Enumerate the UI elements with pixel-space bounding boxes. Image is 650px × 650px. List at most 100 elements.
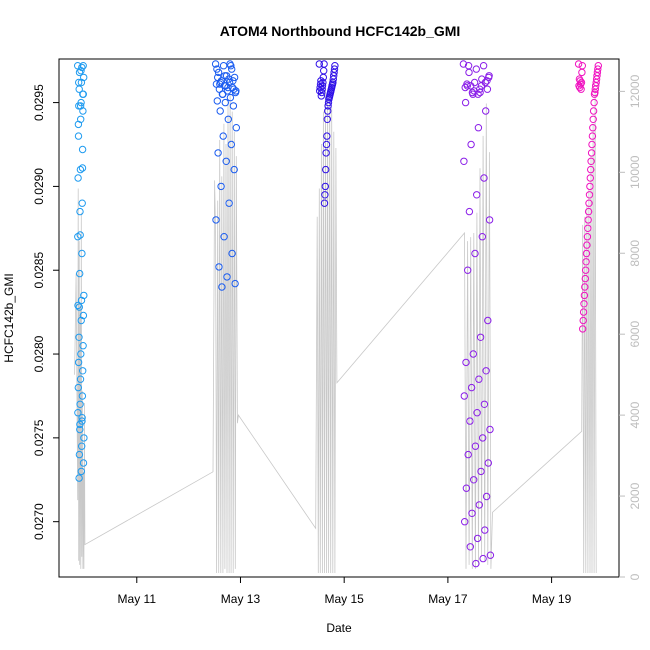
data-point [226, 93, 235, 102]
data-point [472, 65, 480, 73]
data-point [582, 266, 590, 274]
data-point [476, 333, 485, 341]
data-point [588, 132, 597, 140]
data-point [579, 325, 587, 333]
data-point [586, 174, 594, 182]
data-point [317, 92, 325, 100]
data-point [79, 311, 88, 320]
data-point [473, 191, 481, 199]
data-point [584, 207, 593, 216]
data-point [227, 61, 235, 70]
data-point [460, 392, 468, 400]
data-point [465, 207, 474, 216]
data-point [77, 350, 85, 358]
data-point [464, 450, 472, 459]
data-point [74, 383, 83, 392]
data-point [484, 316, 492, 325]
data-point [217, 182, 225, 191]
data-point [79, 367, 87, 375]
data-point [78, 392, 87, 400]
data-point [322, 165, 330, 174]
data-point [228, 65, 236, 73]
data-point [76, 207, 84, 216]
data-point [219, 61, 228, 70]
data-point [324, 98, 333, 107]
right-axis: 0 2000 4000 6000 8000 10000 12000 [619, 74, 642, 580]
data-point [320, 60, 328, 68]
y-tick-label: 0.0290 [32, 168, 46, 205]
data-point [76, 102, 85, 110]
data-point [211, 60, 220, 68]
x-axis: May 11 May 13 May 15 May 17 May 19 [118, 576, 572, 606]
data-point [77, 467, 86, 476]
data-point [231, 279, 239, 288]
x-tick-label: May 19 [532, 592, 572, 606]
data-point [475, 501, 483, 509]
data-point [232, 124, 241, 132]
data-point [584, 224, 592, 233]
data-point [479, 554, 487, 563]
right-tick-label: 2000 [628, 482, 642, 509]
data-point [470, 476, 478, 484]
data-point [220, 233, 228, 241]
data-point [589, 107, 598, 115]
data-point [78, 199, 86, 207]
altitude-line [74, 79, 597, 574]
data-point [318, 88, 326, 97]
data-point [583, 241, 591, 249]
data-point [587, 165, 595, 174]
data-point [589, 124, 597, 132]
data-point [574, 60, 583, 68]
data-point [79, 90, 87, 98]
data-point [322, 140, 331, 149]
y-tick-label: 0.0270 [32, 503, 46, 540]
data-point [467, 82, 475, 90]
data-point [315, 60, 323, 68]
data-point [464, 266, 472, 274]
data-point [321, 182, 329, 191]
data-point [78, 442, 86, 450]
data-point [478, 233, 486, 241]
data-point [316, 87, 324, 95]
data-point [587, 157, 595, 166]
data-point [76, 375, 85, 383]
data-point [219, 132, 227, 140]
data-point [578, 61, 586, 70]
data-point [480, 400, 489, 408]
data-point [462, 484, 471, 492]
data-point [76, 269, 84, 278]
data-point [217, 78, 225, 87]
data-point [482, 492, 491, 501]
data-point [585, 191, 594, 199]
data-point [468, 509, 476, 517]
data-point [213, 65, 221, 73]
data-point [228, 249, 236, 258]
data-point [582, 249, 591, 258]
data-point [74, 358, 83, 367]
data-point [481, 526, 489, 534]
data-point [219, 90, 227, 98]
data-point [479, 61, 488, 70]
data-point [581, 283, 589, 291]
data-point [229, 77, 237, 85]
data-point [462, 358, 470, 367]
data-point [586, 182, 594, 191]
data-point [580, 300, 588, 308]
data-point [320, 199, 329, 207]
data-point [77, 67, 85, 75]
right-tick-label: 10000 [628, 155, 642, 189]
data-point [213, 97, 222, 105]
data-point [74, 174, 82, 182]
right-tick-label: 0 [628, 573, 642, 580]
data-point [579, 316, 587, 325]
data-point [79, 61, 87, 70]
data-point [74, 409, 82, 417]
x-tick-label: May 15 [325, 592, 365, 606]
data-point [77, 316, 85, 325]
data-point [75, 474, 83, 482]
data-point [74, 132, 83, 140]
right-tick-label: 4000 [628, 401, 642, 428]
data-point [323, 115, 331, 124]
data-point [75, 78, 83, 87]
data-point [479, 434, 487, 442]
